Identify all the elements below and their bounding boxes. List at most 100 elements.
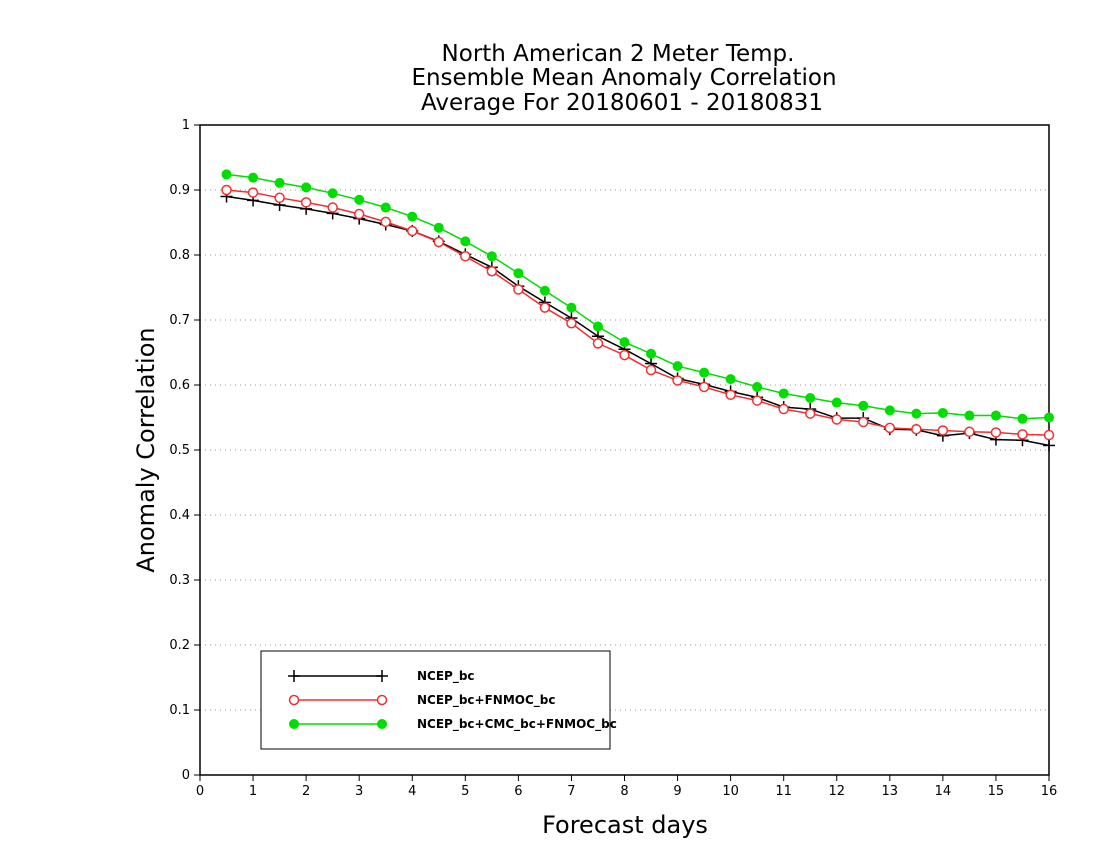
data-point — [1017, 429, 1028, 440]
data-point — [937, 407, 948, 418]
y-tick-label: 0.7 — [169, 313, 190, 328]
x-tick-label: 10 — [722, 784, 739, 799]
series-1 — [220, 190, 1055, 452]
data-point — [778, 403, 789, 415]
data-point — [353, 208, 365, 220]
legend: NCEP_bc NCEP_bc+FNMOC_bc NCEP_bc+CMC_bc+FN… — [260, 650, 617, 750]
data-point — [752, 381, 763, 392]
data-point — [592, 321, 603, 332]
data-point — [566, 318, 577, 329]
data-point — [566, 302, 577, 313]
data-point — [964, 410, 975, 421]
data-point — [486, 266, 498, 277]
y-tick-label: 0.1 — [169, 703, 190, 718]
x-tick-label: 1 — [249, 784, 257, 799]
data-point — [288, 670, 300, 682]
data-point — [619, 349, 630, 361]
legend-label: NCEP_bc+FNMOC_bc — [417, 693, 556, 708]
x-tick-label: 5 — [461, 784, 469, 799]
data-point — [1017, 413, 1028, 424]
series-line — [226, 195, 1050, 447]
y-tick-label: 0.4 — [169, 508, 190, 523]
data-point — [221, 169, 232, 180]
data-point — [274, 177, 285, 188]
data-point — [376, 670, 388, 682]
data-point — [725, 389, 736, 400]
x-tick-label: 6 — [514, 784, 522, 799]
data-point — [221, 184, 232, 196]
data-point — [288, 694, 300, 706]
data-point — [831, 397, 842, 408]
series-line — [226, 189, 1050, 436]
y-tick-label: 0.2 — [169, 638, 190, 653]
x-tick-label: 12 — [828, 784, 845, 799]
data-point — [513, 268, 524, 279]
data-point — [831, 414, 842, 425]
title-line-2: Ensemble Mean Anomaly Correlation — [411, 65, 836, 91]
data-point — [247, 187, 259, 198]
data-point — [354, 194, 365, 205]
data-point — [725, 374, 736, 385]
data-point — [539, 302, 551, 313]
legend-label: NCEP_bc+CMC_bc+FNMOC_bc — [417, 717, 617, 732]
x-tick-label: 4 — [408, 784, 416, 799]
data-point — [1044, 412, 1054, 423]
data-point — [1043, 429, 1055, 441]
data-point — [460, 236, 471, 247]
data-point — [592, 338, 604, 349]
chart-title: North American 2 Meter Temp. Ensemble Me… — [411, 41, 836, 116]
y-tick-label: 0.9 — [169, 183, 190, 198]
data-point — [380, 216, 391, 228]
x-tick-label: 0 — [196, 784, 204, 799]
x-tick-label: 7 — [567, 784, 575, 799]
y-tick-label: 0.6 — [169, 378, 190, 393]
y-tick-label: 1 — [182, 118, 190, 133]
data-point — [645, 364, 657, 376]
data-point — [1043, 439, 1055, 452]
y-tick-label: 0.8 — [169, 248, 190, 263]
series-3 — [221, 169, 1054, 424]
x-tick-label: 11 — [775, 784, 792, 799]
y-axis: 0 0.1 0.2 0.3 0.4 0.5 0.6 0.7 0.8 0.9 1 — [169, 118, 200, 783]
data-point — [407, 225, 418, 237]
x-tick-label: 14 — [935, 784, 952, 799]
x-tick-label: 8 — [620, 784, 628, 799]
data-point — [460, 251, 471, 262]
data-point — [433, 236, 445, 248]
grid-lines — [200, 189, 1049, 711]
x-axis: 0 1 2 3 4 5 6 7 8 9 10 11 12 13 14 15 16 — [196, 775, 1057, 799]
data-point — [698, 381, 710, 393]
data-point — [619, 337, 630, 348]
data-point — [289, 719, 299, 729]
data-point — [248, 172, 259, 183]
data-point — [858, 400, 869, 411]
x-tick-label: 9 — [673, 784, 681, 799]
legend-label: NCEP_bc — [417, 669, 475, 684]
data-point — [858, 416, 869, 428]
title-line-1: North American 2 Meter Temp. — [442, 41, 795, 67]
data-point — [327, 188, 338, 199]
data-point — [433, 222, 444, 233]
data-point — [884, 422, 896, 434]
data-point — [377, 719, 387, 729]
y-tick-label: 0 — [182, 768, 190, 783]
legend-item: NCEP_bc — [288, 669, 475, 684]
data-point — [376, 694, 388, 706]
series-layer — [220, 169, 1055, 452]
data-point — [300, 197, 312, 208]
data-point — [672, 361, 683, 372]
y-tick-label: 0.5 — [169, 443, 190, 458]
data-point — [937, 425, 949, 436]
x-tick-label: 16 — [1041, 784, 1058, 799]
data-point — [274, 192, 285, 204]
x-axis-label: Forecast days — [542, 811, 708, 839]
x-tick-label: 15 — [988, 784, 1005, 799]
data-point — [778, 388, 789, 399]
data-point — [964, 426, 975, 438]
data-point — [407, 211, 418, 222]
data-point — [911, 408, 922, 419]
data-point — [646, 348, 657, 359]
series-2 — [221, 184, 1055, 441]
x-tick-label: 13 — [882, 784, 899, 799]
